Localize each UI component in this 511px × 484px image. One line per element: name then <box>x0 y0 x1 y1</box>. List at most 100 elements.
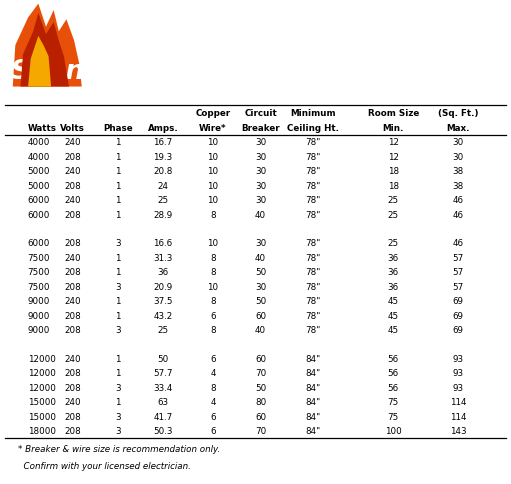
Text: 78": 78" <box>306 167 321 176</box>
Text: 6000: 6000 <box>28 196 50 205</box>
Text: 6: 6 <box>210 412 216 421</box>
Text: www.saunafin.com: www.saunafin.com <box>355 68 429 77</box>
Text: Max.: Max. <box>447 123 470 133</box>
Text: 93: 93 <box>453 369 464 378</box>
Text: 30: 30 <box>255 138 266 147</box>
Text: Confirm with your licensed electrician.: Confirm with your licensed electrician. <box>18 461 191 470</box>
Text: Watts: Watts <box>28 123 57 133</box>
Text: 8: 8 <box>210 325 216 334</box>
Text: 3: 3 <box>115 383 121 392</box>
Text: 8: 8 <box>210 253 216 262</box>
Text: 57: 57 <box>453 253 464 262</box>
Text: 6000: 6000 <box>28 239 50 248</box>
Text: 12: 12 <box>388 138 399 147</box>
Text: 24: 24 <box>157 182 168 190</box>
Polygon shape <box>20 14 69 87</box>
Text: 9000: 9000 <box>28 297 50 305</box>
Text: 78": 78" <box>306 268 321 277</box>
Text: 50: 50 <box>157 354 169 363</box>
Text: 69: 69 <box>453 297 464 305</box>
Text: 60: 60 <box>255 311 266 320</box>
Text: 69: 69 <box>453 311 464 320</box>
Text: 5000: 5000 <box>28 182 50 190</box>
Text: 4000: 4000 <box>28 138 50 147</box>
Text: Amps.: Amps. <box>148 123 178 133</box>
Text: 84": 84" <box>306 397 321 407</box>
Text: • Sauna heaters: • Sauna heaters <box>197 15 258 22</box>
Text: 7500: 7500 <box>28 268 50 277</box>
Text: 84": 84" <box>306 412 321 421</box>
Text: 56: 56 <box>388 354 399 363</box>
Text: 10: 10 <box>207 196 219 205</box>
Text: 208: 208 <box>64 369 81 378</box>
Text: 15000: 15000 <box>28 412 56 421</box>
Text: 50.3: 50.3 <box>153 426 173 435</box>
Text: 3: 3 <box>115 325 121 334</box>
Text: 46: 46 <box>453 196 464 205</box>
Text: SaunaFin: SaunaFin <box>10 59 148 85</box>
Text: 12: 12 <box>388 152 399 162</box>
Text: • Pre-Fab Saunas: • Pre-Fab Saunas <box>197 44 261 50</box>
Text: 25: 25 <box>157 196 169 205</box>
Text: 78": 78" <box>306 253 321 262</box>
Text: Concord, ON. L4K 1H7: Concord, ON. L4K 1H7 <box>355 22 441 31</box>
Text: 208: 208 <box>64 210 81 219</box>
Text: 63: 63 <box>157 397 169 407</box>
Text: 93: 93 <box>453 354 464 363</box>
Text: 56: 56 <box>388 369 399 378</box>
Text: 18: 18 <box>388 182 399 190</box>
Text: 40: 40 <box>255 325 266 334</box>
Text: 4: 4 <box>210 369 216 378</box>
Text: 9000: 9000 <box>28 311 50 320</box>
Text: 78": 78" <box>306 325 321 334</box>
Text: 50: 50 <box>255 383 266 392</box>
Text: 50: 50 <box>255 268 266 277</box>
Text: 30: 30 <box>255 196 266 205</box>
Text: 78": 78" <box>306 311 321 320</box>
Text: 16.6: 16.6 <box>153 239 172 248</box>
Text: 3: 3 <box>115 412 121 421</box>
Text: 30: 30 <box>453 138 464 147</box>
Text: 30: 30 <box>453 152 464 162</box>
Text: 20.8: 20.8 <box>153 167 173 176</box>
Text: 78": 78" <box>306 282 321 291</box>
Text: 57: 57 <box>453 268 464 277</box>
Text: 3: 3 <box>115 426 121 435</box>
Text: 19.3: 19.3 <box>153 152 173 162</box>
Text: 45: 45 <box>388 297 399 305</box>
Text: 75: 75 <box>387 397 399 407</box>
Text: 10: 10 <box>207 239 219 248</box>
Text: 1: 1 <box>115 297 121 305</box>
Text: 18: 18 <box>388 167 399 176</box>
Text: Volts: Volts <box>60 123 85 133</box>
Text: 69: 69 <box>453 325 464 334</box>
Text: Min.: Min. <box>383 123 404 133</box>
Text: 208: 208 <box>64 383 81 392</box>
Polygon shape <box>28 37 51 87</box>
Text: 78": 78" <box>306 152 321 162</box>
Text: 1: 1 <box>115 138 121 147</box>
Text: 115 Bowes Rd. Unit 2,: 115 Bowes Rd. Unit 2, <box>355 6 442 15</box>
Text: 84": 84" <box>306 383 321 392</box>
Text: 6: 6 <box>210 354 216 363</box>
Text: Ceiling Ht.: Ceiling Ht. <box>287 123 339 133</box>
Text: 84": 84" <box>306 354 321 363</box>
Text: Phase: Phase <box>103 123 132 133</box>
Text: 4: 4 <box>210 397 216 407</box>
Text: 37.5: 37.5 <box>153 297 173 305</box>
Text: 3: 3 <box>115 239 121 248</box>
Text: 93: 93 <box>453 383 464 392</box>
Text: 240: 240 <box>64 297 81 305</box>
Text: 30: 30 <box>255 152 266 162</box>
Text: 70: 70 <box>255 369 266 378</box>
Text: 1: 1 <box>115 196 121 205</box>
Text: 60: 60 <box>255 412 266 421</box>
Text: 1: 1 <box>115 210 121 219</box>
Text: 1: 1 <box>115 182 121 190</box>
Text: 114: 114 <box>450 412 467 421</box>
Text: 9000: 9000 <box>28 325 50 334</box>
Text: 18000: 18000 <box>28 426 56 435</box>
Text: 36: 36 <box>388 253 399 262</box>
Text: 1: 1 <box>115 152 121 162</box>
Text: 75: 75 <box>387 412 399 421</box>
